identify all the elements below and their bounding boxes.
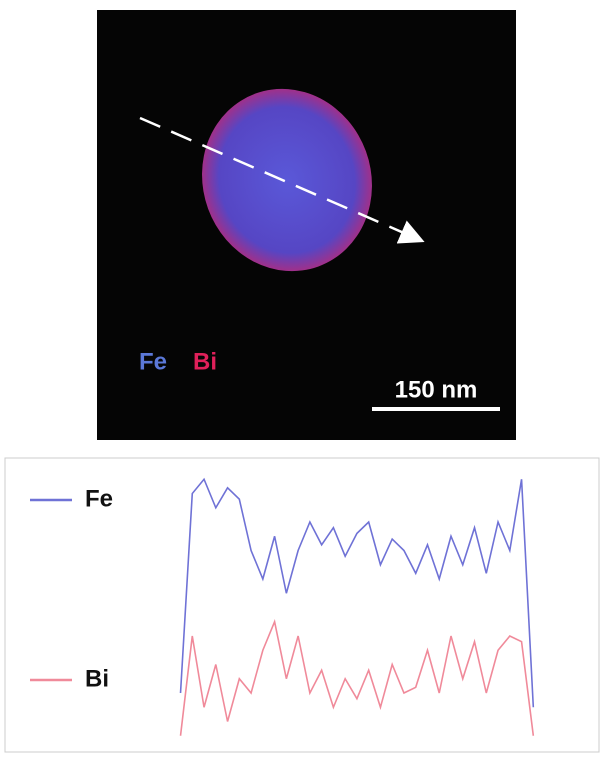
plot-frame: [4, 457, 600, 753]
line-scan-arrow: [139, 116, 425, 244]
eds-map: Fe Bi 150 nm: [97, 10, 516, 440]
map-label-bi: Bi: [193, 348, 217, 375]
map-label-fe: Fe: [139, 348, 167, 375]
legend-label: Bi: [85, 665, 109, 692]
profile-line: [179, 477, 535, 708]
particle: [202, 88, 372, 272]
legend-label: Fe: [85, 485, 113, 512]
line-profile: Fe Bi: [4, 457, 600, 753]
profile-line: [179, 619, 535, 736]
scale-bar-label: 150 nm: [395, 376, 478, 403]
